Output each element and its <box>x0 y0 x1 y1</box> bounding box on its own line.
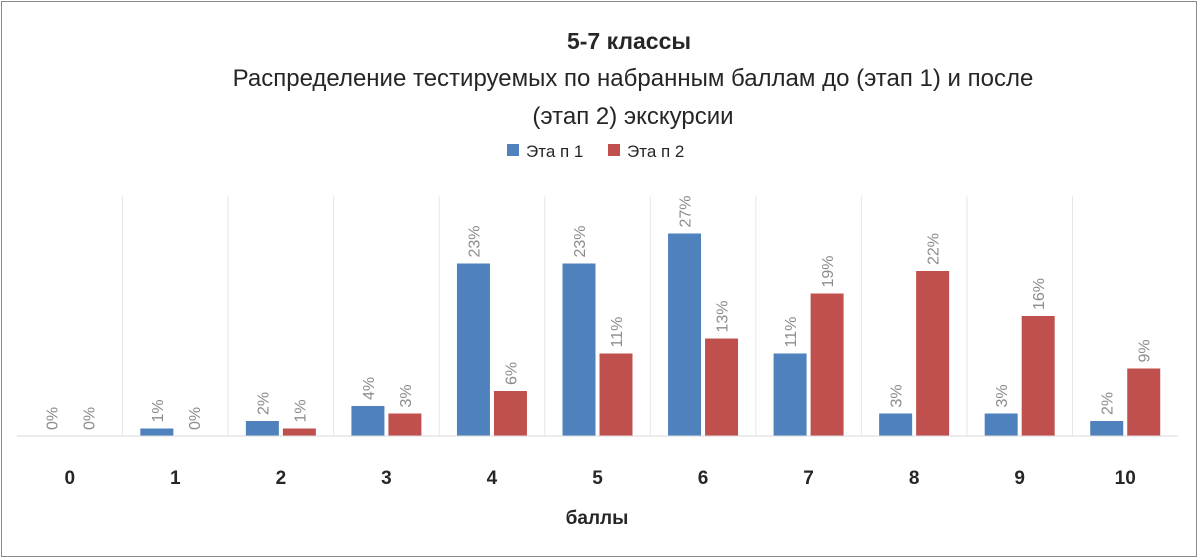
category-label: 3 <box>381 468 392 489</box>
grid-lines <box>122 196 1073 436</box>
bars <box>140 233 1161 436</box>
bar-series-2 <box>810 293 844 436</box>
bar-series-1 <box>456 263 490 436</box>
data-label-series-1: 23% <box>572 225 589 257</box>
data-label-series-2: 11% <box>609 317 626 348</box>
bar-series-2 <box>1127 368 1161 436</box>
data-label-series-2: 9% <box>1137 339 1154 362</box>
data-label-series-2: 0% <box>81 407 98 430</box>
category-label: 4 <box>487 468 498 489</box>
data-label-series-1: 1% <box>150 399 167 422</box>
data-label-series-2: 1% <box>292 399 309 422</box>
legend-swatch-series-1 <box>507 144 519 156</box>
data-labels: 0% 0% 1% 0% 2% 1% 4% 3% 23% 6% 23% 11% 27% 13% 11% 19% 3… <box>44 195 1153 430</box>
chart-subtitle-line1: Распределение тестируемых по набранным б… <box>233 65 1034 92</box>
data-label-series-2: 22% <box>926 233 943 265</box>
data-label-series-1: 0% <box>44 407 61 430</box>
category-label: 9 <box>1014 468 1025 489</box>
data-label-series-1: 11% <box>783 317 800 348</box>
data-label-series-1: 23% <box>466 225 483 257</box>
legend-swatch-series-2 <box>608 144 620 156</box>
data-label-series-2: 19% <box>820 255 837 287</box>
bar-series-2 <box>493 391 527 436</box>
data-label-series-1: 3% <box>889 384 906 407</box>
data-label-series-2: 0% <box>187 407 204 430</box>
category-label: 6 <box>698 468 709 489</box>
bar-series-2 <box>1021 316 1055 436</box>
category-label: 10 <box>1115 468 1136 489</box>
category-label: 7 <box>803 468 814 489</box>
bar-series-1 <box>668 233 702 436</box>
bar-series-2 <box>599 353 633 436</box>
chart-title: 5-7 классы <box>567 28 691 54</box>
bar-series-1 <box>984 413 1018 436</box>
bar-series-2 <box>705 338 739 436</box>
data-label-series-2: 13% <box>715 300 732 332</box>
category-labels: 0 1 2 3 4 5 6 7 8 9 10 <box>64 468 1135 489</box>
data-label-series-1: 4% <box>361 377 378 400</box>
chart-subtitle-line2: (этап 2) экскурсии <box>532 103 733 130</box>
bar-series-1 <box>140 428 174 436</box>
data-label-series-2: 3% <box>398 384 415 407</box>
data-label-series-1: 2% <box>255 392 272 415</box>
legend-label-series-1: Эта п 1 <box>526 142 583 161</box>
legend-label-series-2: Эта п 2 <box>627 142 684 161</box>
bar-series-1 <box>773 353 807 436</box>
bar-series-2 <box>388 413 422 436</box>
data-label-series-1: 2% <box>1100 392 1117 415</box>
data-label-series-1: 27% <box>678 195 695 227</box>
bar-series-2 <box>282 428 316 436</box>
x-axis-title: баллы <box>566 508 629 529</box>
category-label: 2 <box>276 468 287 489</box>
category-label: 8 <box>909 468 920 489</box>
bar-series-1 <box>879 413 913 436</box>
bar-series-1 <box>245 421 279 436</box>
category-label: 1 <box>170 468 181 489</box>
bar-series-2 <box>916 271 950 436</box>
legend: Эта п 1 Эта п 2 <box>507 142 684 161</box>
bar-series-1 <box>562 263 596 436</box>
bar-series-1 <box>1090 421 1124 436</box>
category-label: 0 <box>64 468 75 489</box>
data-label-series-2: 6% <box>503 362 520 385</box>
category-label: 5 <box>592 468 603 489</box>
bar-series-1 <box>351 406 385 436</box>
data-label-series-2: 16% <box>1031 278 1048 310</box>
data-label-series-1: 3% <box>994 384 1011 407</box>
